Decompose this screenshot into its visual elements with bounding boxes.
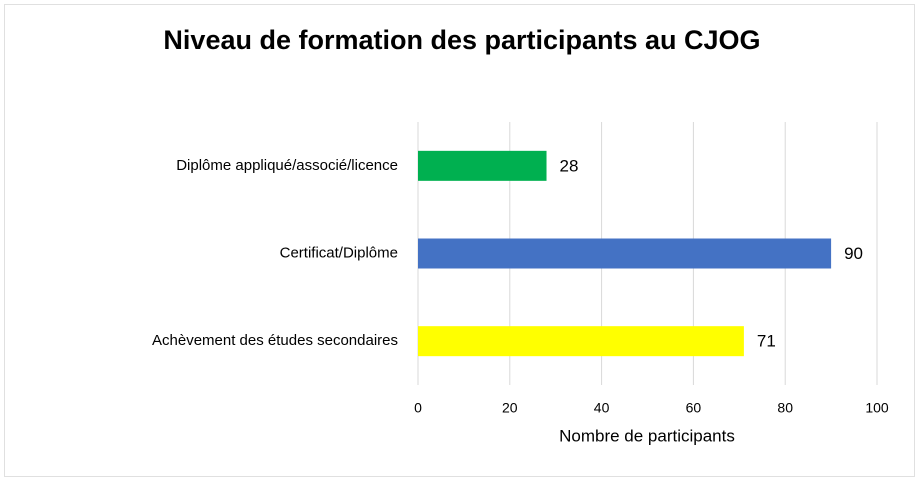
x-tick-label: 0 xyxy=(414,400,422,416)
bar xyxy=(418,238,832,269)
bar xyxy=(418,326,744,357)
value-label: 71 xyxy=(757,332,776,351)
y-tick-label: Certificat/Diplôme xyxy=(280,244,398,261)
value-label: 90 xyxy=(844,244,863,263)
y-tick-label: Achèvement des études secondaires xyxy=(152,332,398,349)
bar xyxy=(418,150,547,181)
x-axis-label: Nombre de participants xyxy=(559,426,735,445)
x-tick-label: 60 xyxy=(686,400,702,416)
x-tick-label: 40 xyxy=(594,400,610,416)
value-label: 28 xyxy=(560,156,579,175)
chart-title: Niveau de formation des participants au … xyxy=(163,25,760,55)
x-tick-label: 100 xyxy=(865,400,889,416)
y-tick-label: Diplôme appliqué/associé/licence xyxy=(176,157,398,174)
x-tick-label: 20 xyxy=(502,400,518,416)
x-tick-label: 80 xyxy=(777,400,793,416)
